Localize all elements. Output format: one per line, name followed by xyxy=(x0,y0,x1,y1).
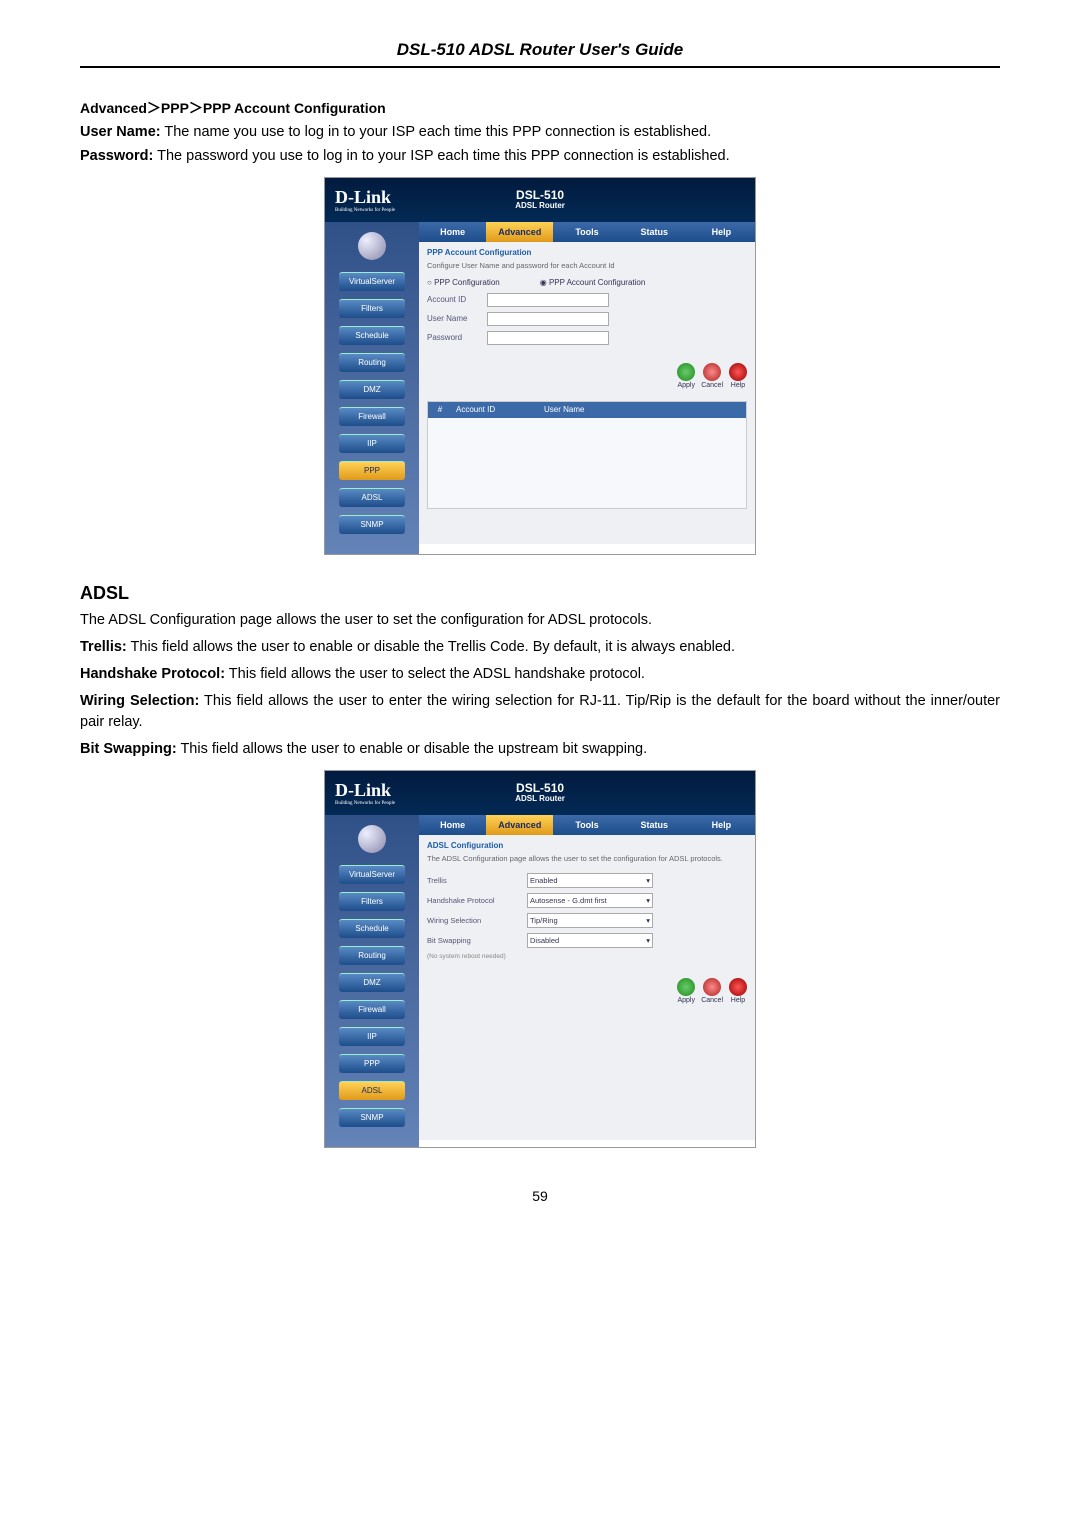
password-input[interactable] xyxy=(487,331,609,345)
field-password: Password xyxy=(427,331,747,345)
apply-button[interactable]: Apply xyxy=(677,978,695,1004)
trellis-select[interactable]: Enabled▾ xyxy=(527,873,653,888)
sidebar-item-adsl[interactable]: ADSL xyxy=(339,1081,405,1100)
sidebar-item-schedule[interactable]: Schedule xyxy=(339,919,405,938)
pane-title: ADSL Configuration xyxy=(427,841,747,850)
account-id-input[interactable] xyxy=(487,293,609,307)
device-title: DSL-510ADSL Router xyxy=(515,782,565,804)
sidebar-item-schedule[interactable]: Schedule xyxy=(339,326,405,345)
radio-ppp-account[interactable]: ◉ PPP Account Configuration xyxy=(540,278,646,287)
page-number: 59 xyxy=(80,1188,1000,1204)
user-name-input[interactable] xyxy=(487,312,609,326)
sidebar-item-dmz[interactable]: DMZ xyxy=(339,380,405,399)
cancel-button[interactable]: Cancel xyxy=(701,978,723,1004)
help-button[interactable]: Help xyxy=(729,363,747,389)
pane-title: PPP Account Configuration xyxy=(427,248,747,257)
adsl-desc-line: Trellis: This field allows the user to e… xyxy=(80,637,1000,658)
tab-status[interactable]: Status xyxy=(621,815,688,835)
sidebar-item-ppp[interactable]: PPP xyxy=(339,1054,405,1073)
config-row-bit-swapping: Bit SwappingDisabled▾ xyxy=(427,933,747,948)
adsl-intro: The ADSL Configuration page allows the u… xyxy=(80,610,1000,631)
account-table: # Account ID User Name xyxy=(427,401,747,509)
sidebar-item-adsl[interactable]: ADSL xyxy=(339,488,405,507)
doc-header: DSL-510 ADSL Router User's Guide xyxy=(80,40,1000,68)
bitswap-hint: (No system reboot needed) xyxy=(427,953,747,960)
wiring-selection-select[interactable]: Tip/Ring▾ xyxy=(527,913,653,928)
tab-status[interactable]: Status xyxy=(621,222,688,242)
adsl-desc-line: Wiring Selection: This field allows the … xyxy=(80,691,1000,733)
pane-desc: Configure User Name and password for eac… xyxy=(427,261,747,270)
sidebar-item-routing[interactable]: Routing xyxy=(339,353,405,372)
sidebar-item-firewall[interactable]: Firewall xyxy=(339,1000,405,1019)
globe-icon xyxy=(358,232,386,260)
ppp-desc-line: User Name: The name you use to log in to… xyxy=(80,122,1000,142)
field-user-name: User Name xyxy=(427,312,747,326)
cancel-button[interactable]: Cancel xyxy=(701,363,723,389)
help-button[interactable]: Help xyxy=(729,978,747,1004)
tab-help[interactable]: Help xyxy=(688,222,755,242)
sidebar-item-snmp[interactable]: SNMP xyxy=(339,1108,405,1127)
tab-advanced[interactable]: Advanced xyxy=(486,222,553,242)
tab-tools[interactable]: Tools xyxy=(553,222,620,242)
config-row-wiring-selection: Wiring SelectionTip/Ring▾ xyxy=(427,913,747,928)
bit-swapping-select[interactable]: Disabled▾ xyxy=(527,933,653,948)
pane-desc: The ADSL Configuration page allows the u… xyxy=(427,854,747,863)
adsl-desc-line: Bit Swapping: This field allows the user… xyxy=(80,739,1000,760)
apply-button[interactable]: Apply xyxy=(677,363,695,389)
ppp-desc-line: Password: The password you use to log in… xyxy=(80,146,1000,166)
sidebar-item-iip[interactable]: IIP xyxy=(339,1027,405,1046)
adsl-heading: ADSL xyxy=(80,583,1000,604)
sidebar-item-routing[interactable]: Routing xyxy=(339,946,405,965)
sidebar-item-virtualserver[interactable]: VirtualServer xyxy=(339,272,405,291)
screenshot-adsl: D-LinkBuilding Networks for People DSL-5… xyxy=(324,770,756,1148)
logo: D-LinkBuilding Networks for People xyxy=(335,780,395,806)
globe-icon xyxy=(358,825,386,853)
config-row-trellis: TrellisEnabled▾ xyxy=(427,873,747,888)
sidebar-item-virtualserver[interactable]: VirtualServer xyxy=(339,865,405,884)
radio-ppp-config[interactable]: ○ PPP Configuration xyxy=(427,278,500,287)
tab-advanced[interactable]: Advanced xyxy=(486,815,553,835)
config-row-handshake-protocol: Handshake ProtocolAutosense - G.dmt firs… xyxy=(427,893,747,908)
sidebar-item-filters[interactable]: Filters xyxy=(339,892,405,911)
sidebar-item-iip[interactable]: IIP xyxy=(339,434,405,453)
handshake-protocol-select[interactable]: Autosense - G.dmt first▾ xyxy=(527,893,653,908)
adsl-desc-line: Handshake Protocol: This field allows th… xyxy=(80,664,1000,685)
tab-home[interactable]: Home xyxy=(419,222,486,242)
tab-home[interactable]: Home xyxy=(419,815,486,835)
sidebar-item-ppp[interactable]: PPP xyxy=(339,461,405,480)
device-title: DSL-510ADSL Router xyxy=(515,189,565,211)
sidebar-item-filters[interactable]: Filters xyxy=(339,299,405,318)
sidebar-item-firewall[interactable]: Firewall xyxy=(339,407,405,426)
sidebar-item-snmp[interactable]: SNMP xyxy=(339,515,405,534)
tab-tools[interactable]: Tools xyxy=(553,815,620,835)
logo: D-LinkBuilding Networks for People xyxy=(335,187,395,213)
tab-help[interactable]: Help xyxy=(688,815,755,835)
screenshot-ppp: D-LinkBuilding Networks for People DSL-5… xyxy=(324,177,756,555)
field-account-id: Account ID xyxy=(427,293,747,307)
sidebar-item-dmz[interactable]: DMZ xyxy=(339,973,405,992)
breadcrumb: Advanced＞PPP＞PPP Account Configuration xyxy=(80,98,1000,118)
